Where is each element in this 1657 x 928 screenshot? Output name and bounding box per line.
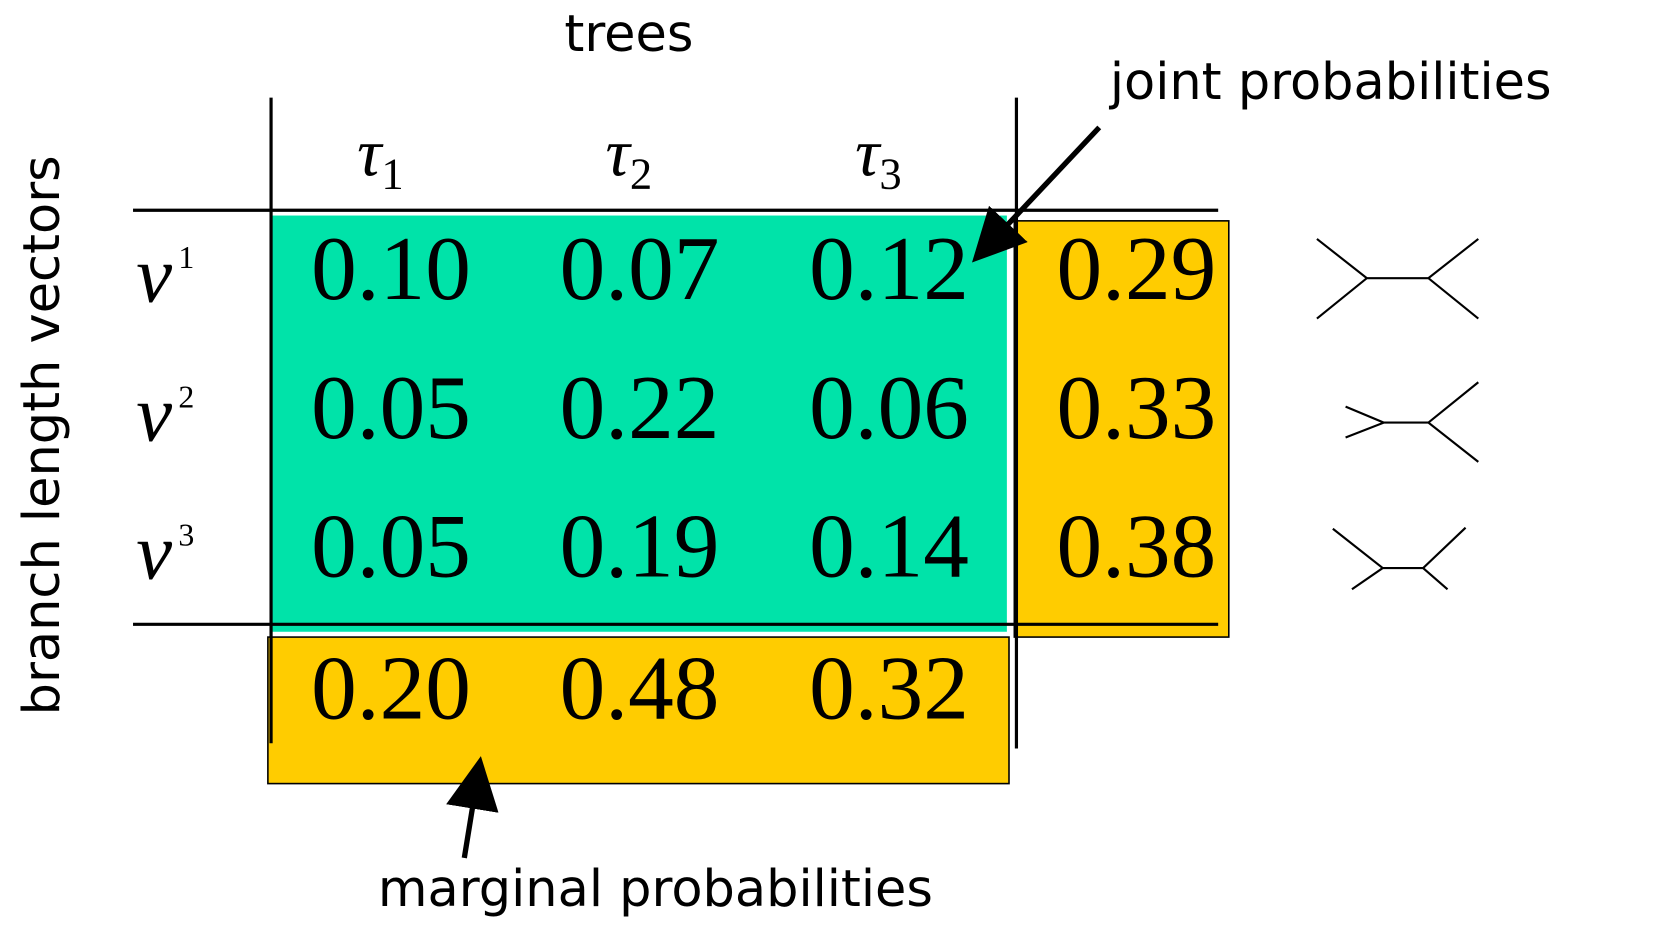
superscript: 2 [178,380,194,415]
column-marginal: 0.32 [809,638,969,739]
joint-cell: 0.06 [809,357,969,458]
row-marginal: 0.29 [1057,218,1217,319]
superscript: 3 [178,518,194,553]
diagram: trees branch length vectors joint probab… [0,0,1657,928]
symbol: τ [606,114,633,190]
subscript: 1 [381,149,403,199]
joint-cell: 0.14 [809,495,969,596]
symbol: ν [136,507,172,596]
column-header: τ1 [357,114,404,199]
joint-cell: 0.19 [560,495,720,596]
symbol: τ [855,114,882,190]
joint-cell: 0.12 [809,218,969,319]
column-title: trees [564,5,693,64]
joint-cell: 0.10 [311,218,471,319]
marginal-annotation: marginal probabilities [378,860,933,919]
joint-cell: 0.05 [311,357,471,458]
subscript: 2 [630,149,652,199]
column-marginal: 0.48 [560,638,720,739]
symbol: τ [357,114,384,190]
row-marginal: 0.38 [1057,495,1217,596]
symbol: ν [136,230,172,319]
tree-icon [1346,382,1479,462]
column-header: τ3 [855,114,902,199]
row-title: branch length vectors [13,155,72,715]
tree-icon [1333,528,1466,590]
joint-cell: 0.07 [560,218,720,319]
column-marginal: 0.20 [311,638,471,739]
tree-icons [1317,239,1478,589]
joint-cell: 0.22 [560,357,720,458]
subscript: 3 [879,149,901,199]
row-marginal: 0.33 [1057,357,1217,458]
joint-cell: 0.05 [311,495,471,596]
symbol: ν [136,369,172,458]
superscript: 1 [178,241,194,276]
joint-annotation: joint probabilities [1109,53,1552,112]
tree-icon [1317,239,1478,319]
page: {"header": {"column_title": "trees", "ro… [0,0,1657,928]
column-header: τ2 [606,114,653,199]
